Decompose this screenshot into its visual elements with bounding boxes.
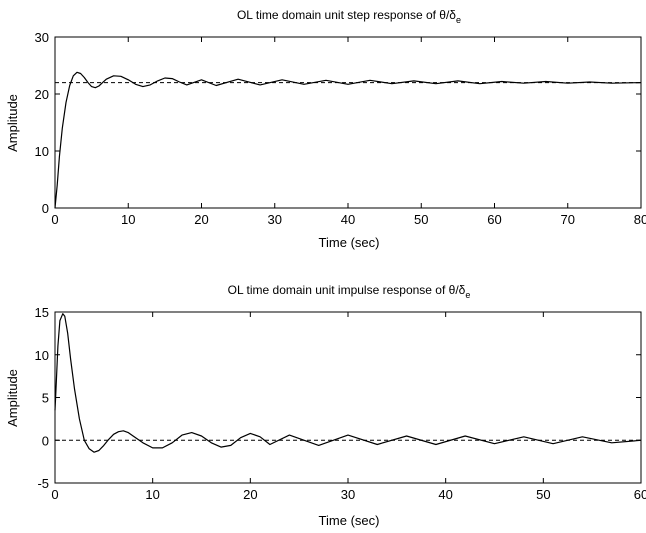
- step-response-xtick-label: 80: [634, 212, 646, 227]
- step-response-xtick-label: 20: [194, 212, 208, 227]
- impulse-response-title-subscript: e: [465, 290, 470, 300]
- step-response-title-subscript: e: [456, 15, 461, 25]
- impulse-response-title: OL time domain unit impulse response of …: [228, 283, 471, 300]
- step-response-chart: OL time domain unit step response of θ/δ…: [5, 8, 646, 250]
- impulse-response-ytick-label: -5: [37, 476, 49, 491]
- step-response-axes: [54, 36, 642, 209]
- impulse-response-ytick-label: 15: [35, 305, 49, 320]
- impulse-response-xtick-label: 0: [51, 487, 58, 502]
- impulse-response-ytick-label: 0: [42, 433, 49, 448]
- step-response-xtick-label: 70: [561, 212, 575, 227]
- step-response-ytick-label: 30: [35, 30, 49, 45]
- impulse-response-xtick-label: 30: [341, 487, 355, 502]
- step-response-xlabel: Time (sec): [319, 235, 380, 250]
- impulse-response-chart: OL time domain unit impulse response of …: [5, 283, 646, 528]
- step-response-xtick-label: 40: [341, 212, 355, 227]
- step-response-ytick-label: 0: [42, 201, 49, 216]
- impulse-response-xtick-label: 10: [145, 487, 159, 502]
- impulse-response-ylabel: Amplitude: [5, 369, 20, 427]
- impulse-response-xlabel: Time (sec): [319, 513, 380, 528]
- impulse-response-xtick-label: 50: [536, 487, 550, 502]
- step-response-ytick-label: 20: [35, 87, 49, 102]
- impulse-response-xtick-label: 40: [438, 487, 452, 502]
- step-response-curve: [54, 71, 642, 209]
- impulse-response-ytick-label: 5: [42, 391, 49, 406]
- step-response-xtick-label: 60: [487, 212, 501, 227]
- step-response-title: OL time domain unit step response of θ/δ…: [237, 8, 461, 25]
- step-response-xtick-label: 30: [268, 212, 282, 227]
- impulse-response-axes: [54, 311, 642, 484]
- impulse-response-ytick-label: 10: [35, 348, 49, 363]
- impulse-response-curve: [54, 313, 642, 453]
- impulse-response-xtick-label: 20: [243, 487, 257, 502]
- step-response-ylabel: Amplitude: [5, 94, 20, 152]
- step-response-xtick-label: 0: [51, 212, 58, 227]
- step-response-marks: [54, 71, 642, 209]
- step-response-xtick-label: 50: [414, 212, 428, 227]
- step-response-ytick-label: 10: [35, 144, 49, 159]
- impulse-response-marks: [54, 313, 642, 453]
- impulse-response-xtick-label: 60: [634, 487, 646, 502]
- step-response-xtick-label: 10: [121, 212, 135, 227]
- step-response-ticks: 0 10 20 30 40 50 60 70 80 0 10 20 30: [35, 30, 646, 227]
